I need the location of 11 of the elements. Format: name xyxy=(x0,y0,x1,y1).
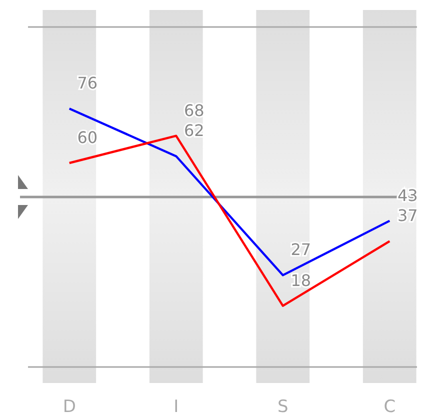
data-label: 68 xyxy=(184,100,204,120)
data-label: 76 xyxy=(77,74,98,93)
x-tick-label: D xyxy=(62,397,76,417)
x-tick-label: S xyxy=(277,397,288,417)
x-tick-label: C xyxy=(384,397,396,417)
data-label: 60 xyxy=(77,128,98,147)
data-label: 62 xyxy=(184,121,204,140)
data-label: 27 xyxy=(290,240,312,260)
x-tick-label: I xyxy=(174,397,179,417)
data-label: 37 xyxy=(397,206,418,226)
data-label: 18 xyxy=(290,270,312,290)
